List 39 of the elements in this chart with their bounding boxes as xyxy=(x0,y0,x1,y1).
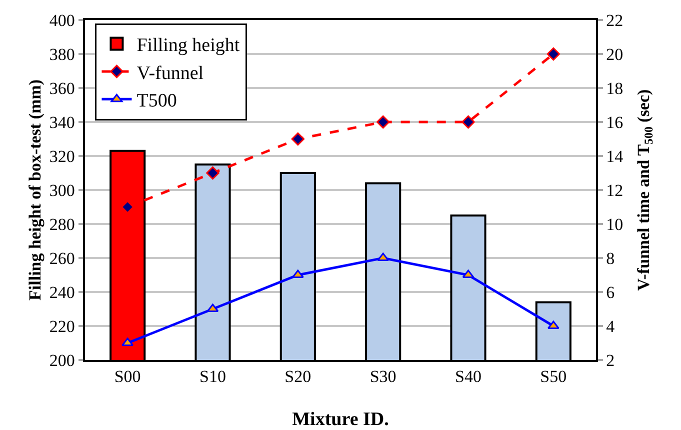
y-tick-label: 400 xyxy=(49,10,75,30)
y2-tick-label: 6 xyxy=(606,282,615,302)
y-tick-label: 320 xyxy=(49,146,75,166)
y-tick-label: 200 xyxy=(49,350,75,370)
x-tick-label: S40 xyxy=(455,367,482,386)
y-tick-label: 380 xyxy=(49,44,75,64)
point xyxy=(376,115,390,129)
legend-label: Filling height xyxy=(136,35,240,56)
y2-tick-label: 4 xyxy=(606,316,616,336)
x-axis-title: Mixture ID. xyxy=(292,409,389,430)
point xyxy=(546,47,560,61)
x-tick-label: S30 xyxy=(370,367,396,386)
y2-tick-label: 10 xyxy=(606,214,624,234)
x-tick-label: S20 xyxy=(284,367,312,386)
y-tick-label: 240 xyxy=(49,282,75,302)
y-axis-title: Filling height of box-test (mm) xyxy=(26,80,44,300)
y2-tick-label: 14 xyxy=(606,146,624,166)
y-tick-label: 340 xyxy=(49,112,75,132)
y2-tick-label: 20 xyxy=(606,44,624,64)
y2-tick-label: 16 xyxy=(606,112,624,132)
y2-tick-label: 12 xyxy=(606,180,624,200)
point xyxy=(462,115,475,129)
y2-tick-label: 22 xyxy=(606,10,624,30)
y2-tick-label: 8 xyxy=(606,248,615,268)
point xyxy=(206,166,220,180)
x-tick-label: S00 xyxy=(114,367,141,386)
x-tick-label: S50 xyxy=(540,367,567,386)
y2-tick-label: 18 xyxy=(606,78,624,98)
x-tick-label: S10 xyxy=(200,367,226,386)
y-tick-label: 260 xyxy=(49,248,75,268)
y-tick-label: 280 xyxy=(49,214,75,234)
y2-tick-label: 2 xyxy=(606,350,615,370)
point xyxy=(120,200,134,214)
legend-label: T500 xyxy=(136,90,177,112)
legend-label: V-funnel xyxy=(136,62,204,84)
y-tick-label: 360 xyxy=(49,78,75,98)
y-tick-label: 220 xyxy=(49,316,75,336)
y-tick-label: 300 xyxy=(49,180,75,200)
point xyxy=(291,132,305,146)
